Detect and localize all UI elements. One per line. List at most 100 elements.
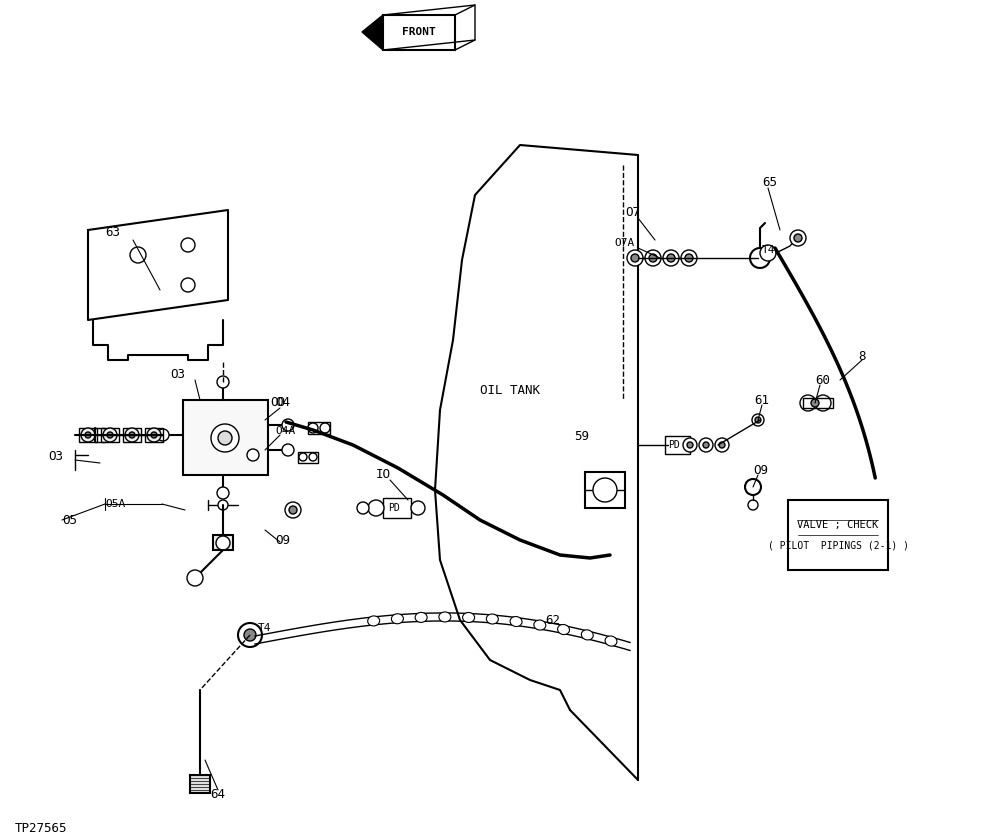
Circle shape	[244, 629, 256, 641]
Circle shape	[299, 453, 307, 461]
Circle shape	[217, 487, 229, 499]
Circle shape	[282, 444, 294, 456]
Circle shape	[411, 501, 425, 515]
Circle shape	[81, 428, 95, 442]
Circle shape	[320, 423, 330, 433]
Text: T4: T4	[258, 623, 271, 633]
Circle shape	[627, 250, 643, 266]
Circle shape	[687, 442, 693, 448]
Circle shape	[715, 438, 729, 452]
Circle shape	[699, 438, 713, 452]
Text: OIL TANK: OIL TANK	[480, 383, 540, 397]
Circle shape	[593, 478, 617, 502]
Circle shape	[216, 536, 230, 550]
Circle shape	[217, 376, 229, 388]
Text: O5: O5	[62, 513, 77, 527]
Text: T4: T4	[762, 245, 775, 255]
Bar	[101, 428, 119, 442]
Text: TP27565: TP27565	[15, 821, 67, 835]
Circle shape	[755, 417, 761, 423]
Text: O5A: O5A	[105, 499, 126, 509]
Text: O7A: O7A	[614, 238, 635, 248]
Circle shape	[790, 230, 806, 246]
Circle shape	[719, 442, 725, 448]
Circle shape	[218, 431, 232, 445]
Circle shape	[745, 479, 761, 495]
Bar	[383, 15, 455, 50]
Bar	[213, 535, 233, 550]
Ellipse shape	[462, 612, 474, 623]
Circle shape	[683, 438, 697, 452]
Text: 63: 63	[105, 227, 120, 239]
Text: 8: 8	[858, 350, 865, 362]
Ellipse shape	[367, 616, 379, 626]
Circle shape	[157, 429, 169, 441]
Text: PD: PD	[668, 440, 680, 450]
Circle shape	[631, 254, 639, 262]
Text: O9: O9	[275, 534, 290, 546]
Text: ( PILOT  PIPINGS (2-1) ): ( PILOT PIPINGS (2-1) )	[767, 540, 909, 550]
Circle shape	[667, 254, 675, 262]
Bar	[79, 428, 97, 442]
Text: O4: O4	[275, 397, 290, 409]
Bar	[803, 398, 833, 408]
Circle shape	[309, 453, 317, 461]
Text: O4A: O4A	[275, 426, 295, 436]
Bar	[145, 428, 163, 442]
Circle shape	[151, 432, 157, 438]
Text: 60: 60	[815, 373, 830, 387]
Circle shape	[147, 428, 161, 442]
Ellipse shape	[486, 614, 498, 624]
Text: 65: 65	[762, 176, 777, 190]
Circle shape	[811, 399, 819, 407]
Ellipse shape	[557, 624, 569, 634]
Bar	[383, 498, 411, 518]
Circle shape	[368, 500, 384, 516]
Circle shape	[685, 254, 693, 262]
Circle shape	[681, 250, 697, 266]
Bar	[298, 452, 318, 463]
Circle shape	[285, 502, 301, 518]
Circle shape	[85, 432, 91, 438]
Text: 62: 62	[545, 613, 560, 627]
Ellipse shape	[415, 612, 427, 623]
Ellipse shape	[439, 612, 450, 622]
Circle shape	[649, 254, 657, 262]
Bar	[123, 428, 141, 442]
Text: FRONT: FRONT	[402, 27, 436, 37]
Circle shape	[187, 570, 203, 586]
Circle shape	[308, 423, 318, 433]
Circle shape	[103, 428, 117, 442]
Circle shape	[748, 500, 758, 510]
Circle shape	[218, 500, 228, 510]
Text: O9: O9	[753, 463, 768, 477]
Circle shape	[760, 245, 776, 261]
Bar	[665, 436, 690, 454]
Circle shape	[357, 502, 369, 514]
Text: PD: PD	[388, 503, 400, 513]
Ellipse shape	[391, 614, 403, 623]
Text: 64: 64	[210, 789, 225, 801]
Circle shape	[125, 428, 139, 442]
Circle shape	[794, 234, 802, 242]
Text: 61: 61	[754, 393, 769, 407]
Circle shape	[752, 414, 764, 426]
Text: VALVE ; CHECK: VALVE ; CHECK	[797, 520, 879, 530]
Circle shape	[107, 432, 113, 438]
Text: O7: O7	[625, 206, 640, 218]
Circle shape	[750, 248, 770, 268]
Bar	[190, 775, 210, 793]
Ellipse shape	[534, 620, 545, 630]
Circle shape	[815, 395, 831, 411]
Circle shape	[703, 442, 709, 448]
Circle shape	[129, 432, 135, 438]
Circle shape	[247, 449, 259, 461]
Circle shape	[663, 250, 679, 266]
Text: IO: IO	[376, 467, 391, 481]
Text: O3: O3	[48, 451, 63, 463]
Circle shape	[282, 419, 294, 431]
Circle shape	[645, 250, 661, 266]
Ellipse shape	[510, 617, 522, 627]
Circle shape	[800, 395, 816, 411]
Text: 59: 59	[574, 430, 589, 442]
